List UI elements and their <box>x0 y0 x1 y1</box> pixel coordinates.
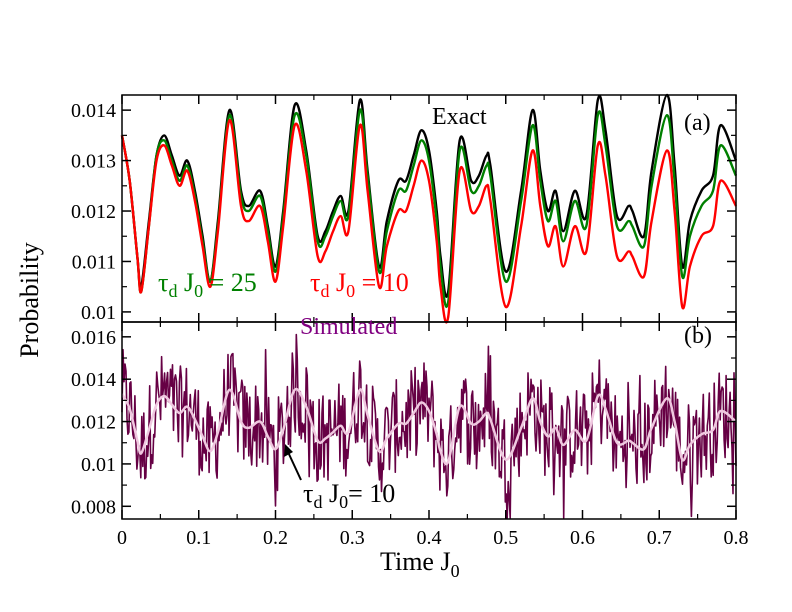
x-tick-label: 0.3 <box>340 527 365 549</box>
panel-a-label: (a) <box>684 110 711 136</box>
panel-a-ytick-label: 0.01 <box>81 302 116 324</box>
x-axis-ticks: 0 0.1 0.2 0.3 0.4 0.5 0.6 0.7 0.8 <box>117 527 749 549</box>
panel-b-annotation: Simulated <box>300 314 397 340</box>
panel-b: 0.008 0.01 0.012 0.014 0.016 Simulated (b) τ… <box>71 314 737 520</box>
x-tick-label: 0.5 <box>493 527 518 549</box>
x-tick-label: 0.8 <box>724 527 749 549</box>
panel-b-ticks: 0.008 0.01 0.012 0.014 0.016 <box>71 322 737 519</box>
arrow-label-tau-10: τd J0= 10 <box>303 479 395 512</box>
panel-b-ytick-label: 0.016 <box>71 327 116 349</box>
x-axis-label: Time J0 <box>380 547 460 581</box>
panel-b-series-1-line <box>120 387 737 466</box>
x-tick-label: 0.2 <box>263 527 288 549</box>
panel-b-label: (b) <box>684 323 712 349</box>
y-axis-label: Probability <box>15 242 44 358</box>
panel-b-ytick-label: 0.01 <box>81 454 116 476</box>
panel-a: 0.01 0.011 0.012 0.013 0.014 Exact (a) τd J0… <box>71 93 738 324</box>
panel-b-series-0-noisy-line <box>121 333 737 519</box>
x-tick-label: 0.4 <box>417 527 442 549</box>
panel-b-series <box>120 333 737 519</box>
legend-label-tau-10: τd J0 = 10 <box>310 268 409 301</box>
panel-a-annotation: Exact <box>432 104 487 130</box>
legend-label-tau-25: τd J0 = 25 <box>158 268 257 301</box>
annotation-arrow-line <box>287 451 302 481</box>
x-tick-label: 0 <box>117 527 127 549</box>
x-tick-label: 0.6 <box>570 527 595 549</box>
panel-b-ytick-label: 0.014 <box>71 369 116 391</box>
x-tick-label: 0.1 <box>186 527 211 549</box>
panel-a-ytick-label: 0.013 <box>71 151 116 173</box>
panel-a-series <box>120 93 738 324</box>
annotation-arrow-head <box>284 444 293 457</box>
panel-b-ytick-label: 0.012 <box>71 412 116 434</box>
panel-a-ticks: 0.01 0.011 0.012 0.013 0.014 <box>71 95 737 324</box>
panel-b-ytick-label: 0.008 <box>71 496 116 518</box>
x-tick-label: 0.7 <box>647 527 672 549</box>
panel-a-ytick-label: 0.012 <box>71 201 116 223</box>
panel-a-ytick-label: 0.014 <box>71 100 116 122</box>
panel-a-series-2-line <box>120 118 738 324</box>
panel-a-ytick-label: 0.011 <box>72 251 116 273</box>
